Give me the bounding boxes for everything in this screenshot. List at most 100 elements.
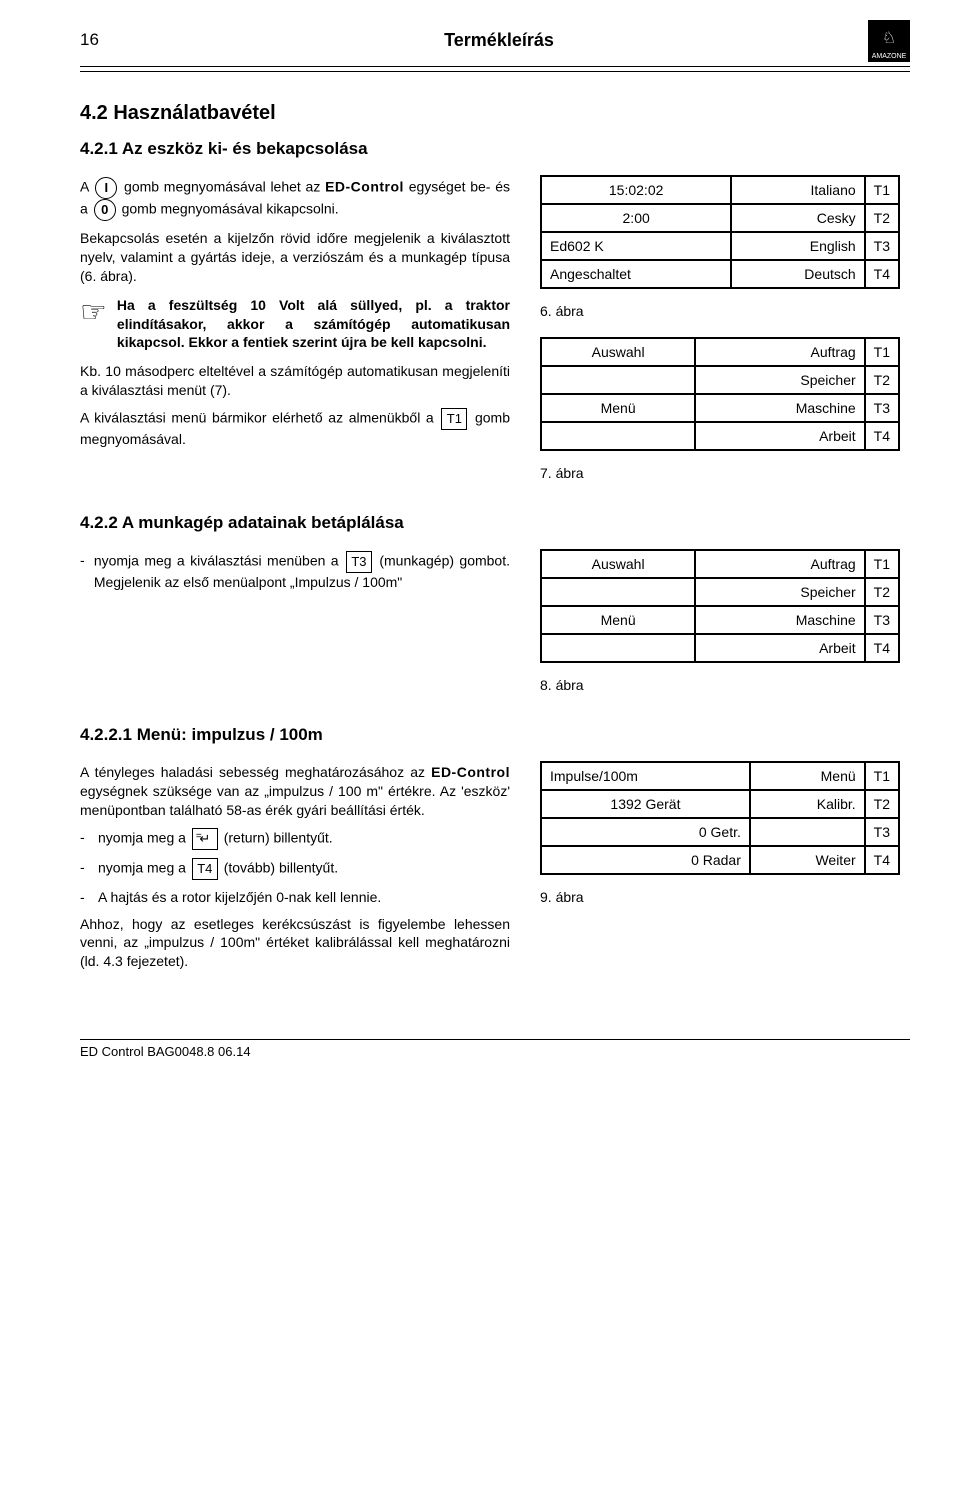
- page-number: 16: [80, 30, 130, 50]
- cell: [750, 818, 865, 846]
- cell: 0 Radar: [541, 846, 750, 874]
- off-button-icon: 0: [94, 199, 116, 221]
- header-rule: [80, 71, 910, 72]
- cell: T4: [865, 260, 899, 288]
- columns-3: A tényleges haladási sebesség meghatároz…: [80, 755, 910, 979]
- caption-9: 9. ábra: [540, 889, 900, 905]
- caption-6: 6. ábra: [540, 303, 900, 319]
- key-t1: T1: [441, 408, 467, 430]
- cell: T2: [865, 204, 899, 232]
- left-column-3: A tényleges haladási sebesség meghatároz…: [80, 755, 510, 979]
- columns-2: - nyomja meg a kiválasztási menüben a T3…: [80, 543, 910, 711]
- caption-8: 8. ábra: [540, 677, 900, 693]
- table-row: 15:02:02ItalianoT1: [541, 176, 899, 204]
- cell: Speicher: [695, 578, 864, 606]
- text-fragment: A: [80, 179, 93, 195]
- columns-1: A I gomb megnyomásával lehet az ED-Contr…: [80, 169, 910, 499]
- dash-icon: -: [80, 551, 86, 592]
- cell: Angeschaltet: [541, 260, 731, 288]
- paragraph-intro: A I gomb megnyomásával lehet az ED-Contr…: [80, 177, 510, 221]
- heading-4-2-2: 4.2.2 A munkagép adatainak betáplálása: [80, 513, 910, 533]
- paragraph-speed: A tényleges haladási sebesség meghatároz…: [80, 763, 510, 820]
- screen-table-9: Impulse/100mMenüT1 1392 GerätKalibr.T2 0…: [540, 761, 900, 875]
- table-row: Ed602 KEnglishT3: [541, 232, 899, 260]
- cell: Auswahl: [541, 338, 695, 366]
- key-return: = ↵: [192, 828, 218, 850]
- cell: T4: [865, 846, 899, 874]
- paragraph-startup: Bekapcsolás esetén a kijelzőn rövid időr…: [80, 229, 510, 286]
- cell: T2: [865, 578, 899, 606]
- cell: Maschine: [695, 606, 864, 634]
- logo-text: AMAZONE: [872, 53, 907, 60]
- cell: Speicher: [695, 366, 864, 394]
- list-text: A hajtás és a rotor kijelzőjén 0-nak kel…: [98, 888, 381, 907]
- cell: T2: [865, 790, 899, 818]
- table-row: SpeicherT2: [541, 366, 899, 394]
- header-title: Termékleírás: [130, 30, 868, 51]
- cell: T3: [865, 818, 899, 846]
- right-column-2: AuswahlAuftragT1 SpeicherT2 MenüMaschine…: [540, 543, 900, 711]
- table-row: AuswahlAuftragT1: [541, 338, 899, 366]
- screen-table-8: AuswahlAuftragT1 SpeicherT2 MenüMaschine…: [540, 549, 900, 663]
- cell: [541, 366, 695, 394]
- cell: T4: [865, 634, 899, 662]
- heading-4-2: 4.2 Használatbavétel: [80, 102, 910, 125]
- list-text: nyomja meg a kiválasztási menüben a T3 (…: [94, 551, 510, 592]
- on-button-icon: I: [95, 177, 117, 199]
- cell: T1: [865, 550, 899, 578]
- screen-table-6: 15:02:02ItalianoT1 2:00CeskyT2 Ed602 KEn…: [540, 175, 900, 289]
- cell: [541, 422, 695, 450]
- cell: Menü: [541, 606, 695, 634]
- table-row: Impulse/100mMenüT1: [541, 762, 899, 790]
- caption-7: 7. ábra: [540, 465, 900, 481]
- dash-icon: -: [80, 888, 90, 907]
- heading-4-2-2-1: 4.2.2.1 Menü: impulzus / 100m: [80, 725, 910, 745]
- left-column-2: - nyomja meg a kiválasztási menüben a T3…: [80, 543, 510, 711]
- cell: Deutsch: [731, 260, 864, 288]
- cell: Arbeit: [695, 634, 864, 662]
- cell: Maschine: [695, 394, 864, 422]
- cell: Cesky: [731, 204, 864, 232]
- logo-icon: ♘: [882, 22, 896, 53]
- brand-logo: ♘ AMAZONE: [868, 20, 910, 62]
- brand-text: ED-Control: [325, 179, 404, 195]
- text-fragment: gomb megnyomásával lehet az: [124, 179, 325, 195]
- text-fragment: nyomja meg a: [98, 859, 190, 875]
- text-fragment: A tényleges haladási sebesség meghatároz…: [80, 764, 431, 780]
- list-text: nyomja meg a T4 (tovább) billentyűt.: [98, 858, 338, 880]
- table-row: AngeschaltetDeutschT4: [541, 260, 899, 288]
- table-row: 2:00CeskyT2: [541, 204, 899, 232]
- cell: T3: [865, 606, 899, 634]
- table-row: ArbeitT4: [541, 634, 899, 662]
- cell: Arbeit: [695, 422, 864, 450]
- text-fragment: (tovább) billentyűt.: [224, 859, 338, 875]
- cell: T3: [865, 232, 899, 260]
- cell: T4: [865, 422, 899, 450]
- pointing-hand-icon: ☞: [80, 296, 107, 353]
- key-t4: T4: [192, 858, 218, 880]
- cell: English: [731, 232, 864, 260]
- table-row: ArbeitT4: [541, 422, 899, 450]
- cell: T1: [865, 176, 899, 204]
- right-column-1: 15:02:02ItalianoT1 2:00CeskyT2 Ed602 KEn…: [540, 169, 900, 499]
- table-row: SpeicherT2: [541, 578, 899, 606]
- screen-table-7: AuswahlAuftragT1 SpeicherT2 MenüMaschine…: [540, 337, 900, 451]
- text-fragment: nyomja meg a: [98, 829, 190, 845]
- brand-text: ED-Control: [431, 764, 510, 780]
- note-text: Ha a feszültség 10 Volt alá süllyed, pl.…: [117, 296, 510, 353]
- cell: T1: [865, 338, 899, 366]
- cell: Auswahl: [541, 550, 695, 578]
- text-fragment: nyomja meg a kiválasztási menüben a: [94, 553, 344, 569]
- text-fragment: gomb megnyomásával kikapcsolni.: [122, 201, 339, 217]
- text-fragment: egységnek szüksége van az „impulzus / 10…: [80, 783, 510, 818]
- page: 16 Termékleírás ♘ AMAZONE 4.2 Használatb…: [0, 0, 960, 1099]
- table-row: MenüMaschineT3: [541, 606, 899, 634]
- cell: [541, 634, 695, 662]
- table-row: MenüMaschineT3: [541, 394, 899, 422]
- paragraph-calibration: Ahhoz, hogy az esetleges kerékcsúszást i…: [80, 915, 510, 972]
- right-column-3: Impulse/100mMenüT1 1392 GerätKalibr.T2 0…: [540, 755, 900, 979]
- paragraph-t1: A kiválasztási menü bármikor elérhető az…: [80, 408, 510, 449]
- cell: Italiano: [731, 176, 864, 204]
- list-item: - A hajtás és a rotor kijelzőjén 0-nak k…: [80, 888, 510, 907]
- cell: 2:00: [541, 204, 731, 232]
